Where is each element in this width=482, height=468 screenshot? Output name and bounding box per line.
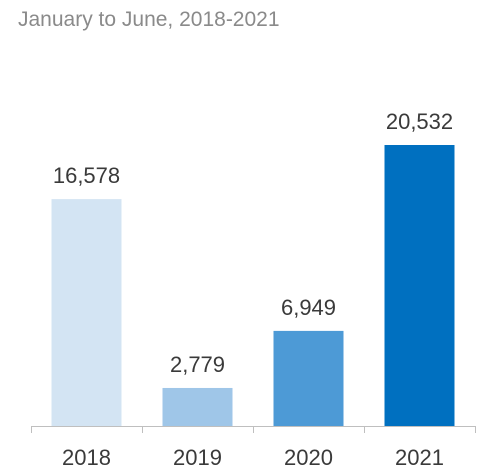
category-label-2019: 2019	[173, 445, 222, 468]
value-labels-layer: 16,578 2,779 6,949 20,532	[53, 109, 453, 377]
value-label-2019: 2,779	[170, 352, 225, 377]
bar-2020	[273, 330, 344, 426]
bar-2019	[162, 387, 233, 426]
bar-2021	[384, 145, 455, 426]
chart-subtitle: January to June, 2018-2021	[18, 8, 280, 31]
value-label-2021: 20,532	[386, 109, 453, 134]
x-axis	[31, 426, 476, 433]
category-label-2020: 2020	[284, 445, 333, 468]
category-label-2018: 2018	[62, 445, 111, 468]
value-label-2020: 6,949	[281, 295, 336, 320]
value-label-2018: 16,578	[53, 163, 120, 188]
bars-layer	[51, 145, 455, 426]
category-label-2021: 2021	[395, 445, 444, 468]
category-labels-layer: 2018 2019 2020 2021	[62, 445, 444, 468]
bar-2018	[51, 199, 122, 426]
